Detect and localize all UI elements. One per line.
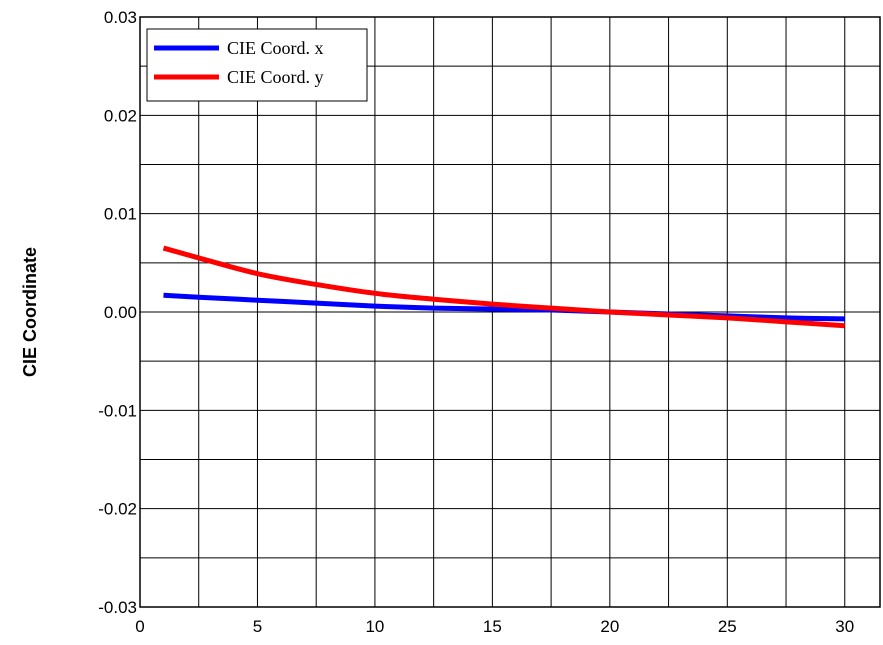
y-tick-label: 0.00: [104, 303, 137, 322]
grid: [140, 17, 880, 607]
legend-label-1: CIE Coord. x: [227, 38, 324, 58]
plot-frame: [139, 16, 881, 608]
y-tick-label: 0.02: [104, 106, 137, 125]
legend-label-2: CIE Coord. y: [227, 67, 324, 87]
x-tick-label: 15: [483, 617, 502, 636]
x-tick-label: 30: [835, 617, 854, 636]
y-tick-label: -0.02: [98, 500, 137, 519]
y-axis-label: CIE Coordinate: [20, 247, 40, 377]
legend: CIE Coord. x CIE Coord. y: [146, 28, 368, 102]
y-tick-label: -0.01: [98, 401, 137, 420]
y-tick-label: -0.03: [98, 598, 137, 617]
series-lines: [162, 245, 845, 329]
x-tick-label: 25: [718, 617, 737, 636]
tick-labels: 0 5 10 15 20 25 30 -0.03 -0.02 -0.01 0.00 0.01 0.02 0…: [98, 8, 854, 636]
x-tick-label: 10: [365, 617, 384, 636]
y-tick-label: 0.01: [104, 205, 137, 224]
x-tick-label: 5: [253, 617, 262, 636]
x-tick-label: 0: [135, 617, 144, 636]
series-line-2: [162, 245, 845, 329]
x-tick-label: 20: [600, 617, 619, 636]
y-tick-label: 0.03: [104, 8, 137, 27]
legend-box: [146, 28, 368, 102]
